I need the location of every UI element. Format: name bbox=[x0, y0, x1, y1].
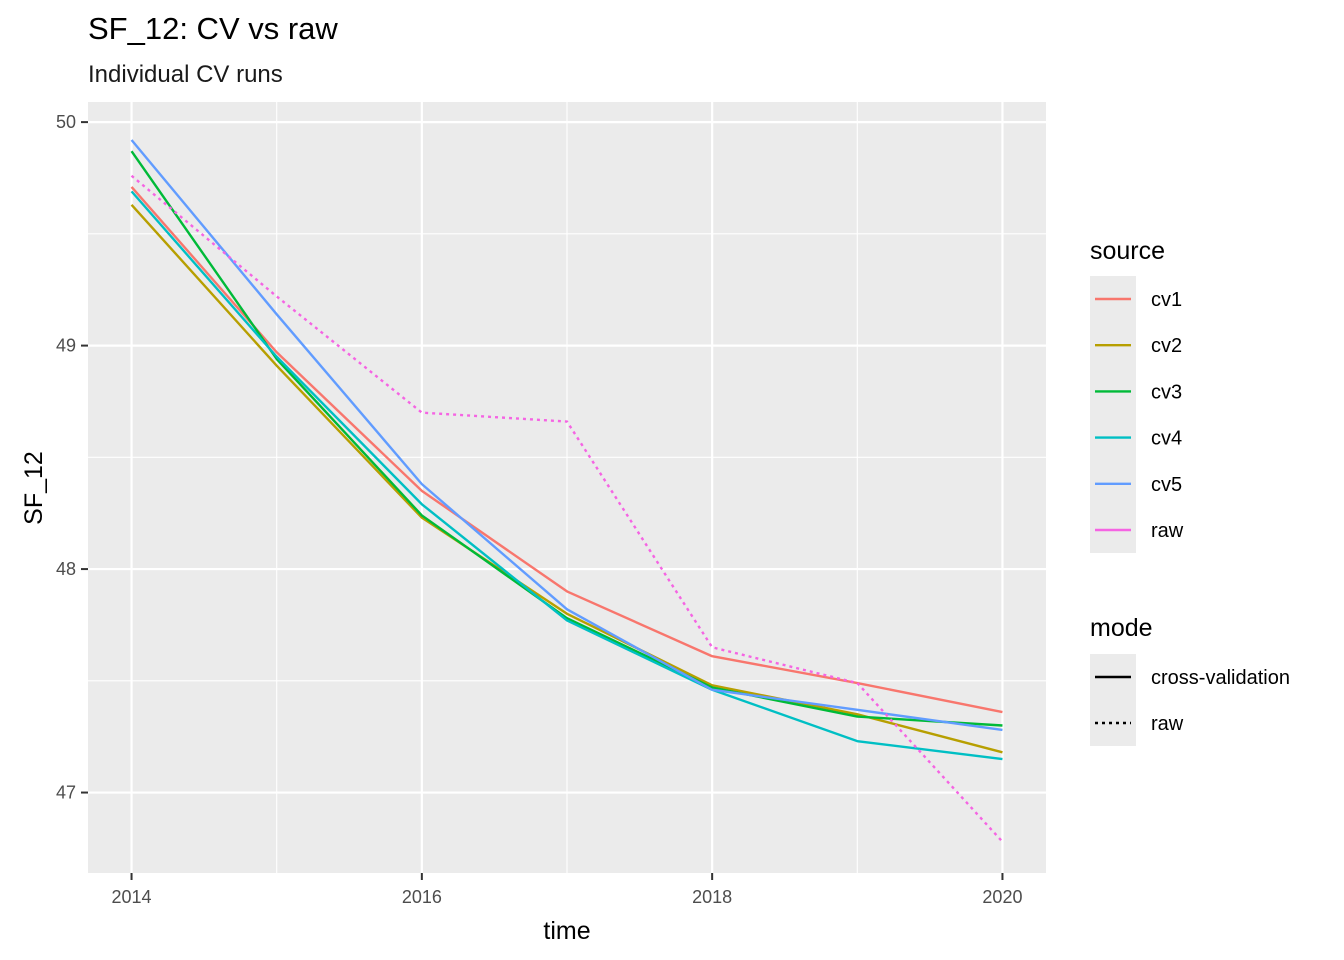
chart-subtitle: Individual CV runs bbox=[88, 61, 283, 88]
y-axis: 47 48 49 50 bbox=[56, 112, 88, 803]
legend-mode-title: mode bbox=[1090, 614, 1153, 642]
legend-mode-items: cross-validation raw bbox=[1095, 667, 1290, 735]
legend-mode-keys-bg bbox=[1090, 654, 1136, 746]
chart-title: SF_12: CV vs raw bbox=[88, 11, 338, 46]
legend-label-cv1: cv1 bbox=[1151, 289, 1182, 311]
x-tick-label: 2014 bbox=[112, 887, 152, 907]
y-tick-label: 50 bbox=[56, 112, 76, 132]
y-tick-label: 48 bbox=[56, 559, 76, 579]
legend-source-keys-bg bbox=[1090, 276, 1136, 553]
legend-label-cv5: cv5 bbox=[1151, 474, 1182, 496]
grid-minor bbox=[88, 102, 1046, 873]
y-tick-label: 47 bbox=[56, 783, 76, 803]
series-line-cv5 bbox=[130, 139, 1003, 732]
series-line-cv1 bbox=[130, 186, 1003, 714]
series-line-cv4 bbox=[130, 190, 1003, 761]
legend-label-cv3: cv3 bbox=[1151, 381, 1182, 403]
y-axis-title: SF_12 bbox=[20, 451, 48, 525]
x-axis-title: time bbox=[543, 917, 590, 945]
series-line-cv3 bbox=[130, 150, 1003, 727]
legend-label-cv4: cv4 bbox=[1151, 428, 1182, 450]
series-lines bbox=[130, 139, 1004, 843]
x-axis: 2014 2016 2018 2020 bbox=[112, 873, 1022, 907]
series-line-raw bbox=[130, 174, 1004, 843]
y-tick-label: 49 bbox=[56, 336, 76, 356]
legend-label-cv2: cv2 bbox=[1151, 335, 1182, 357]
legend-mode-label: raw bbox=[1151, 713, 1184, 735]
grid-major bbox=[88, 102, 1046, 873]
legend-source-items: cv1 cv2 cv3 cv4 cv5 raw bbox=[1095, 289, 1184, 542]
x-tick-label: 2018 bbox=[692, 887, 732, 907]
series-line-cv2 bbox=[130, 203, 1003, 754]
legend-label-raw: raw bbox=[1151, 520, 1184, 542]
legend-mode-label: cross-validation bbox=[1151, 667, 1290, 689]
x-tick-label: 2020 bbox=[982, 887, 1022, 907]
x-tick-label: 2016 bbox=[402, 887, 442, 907]
legend-source-title: source bbox=[1090, 237, 1165, 265]
legend: source cv1 cv2 cv3 cv4 cv5 raw mode cross-val… bbox=[1090, 237, 1290, 746]
